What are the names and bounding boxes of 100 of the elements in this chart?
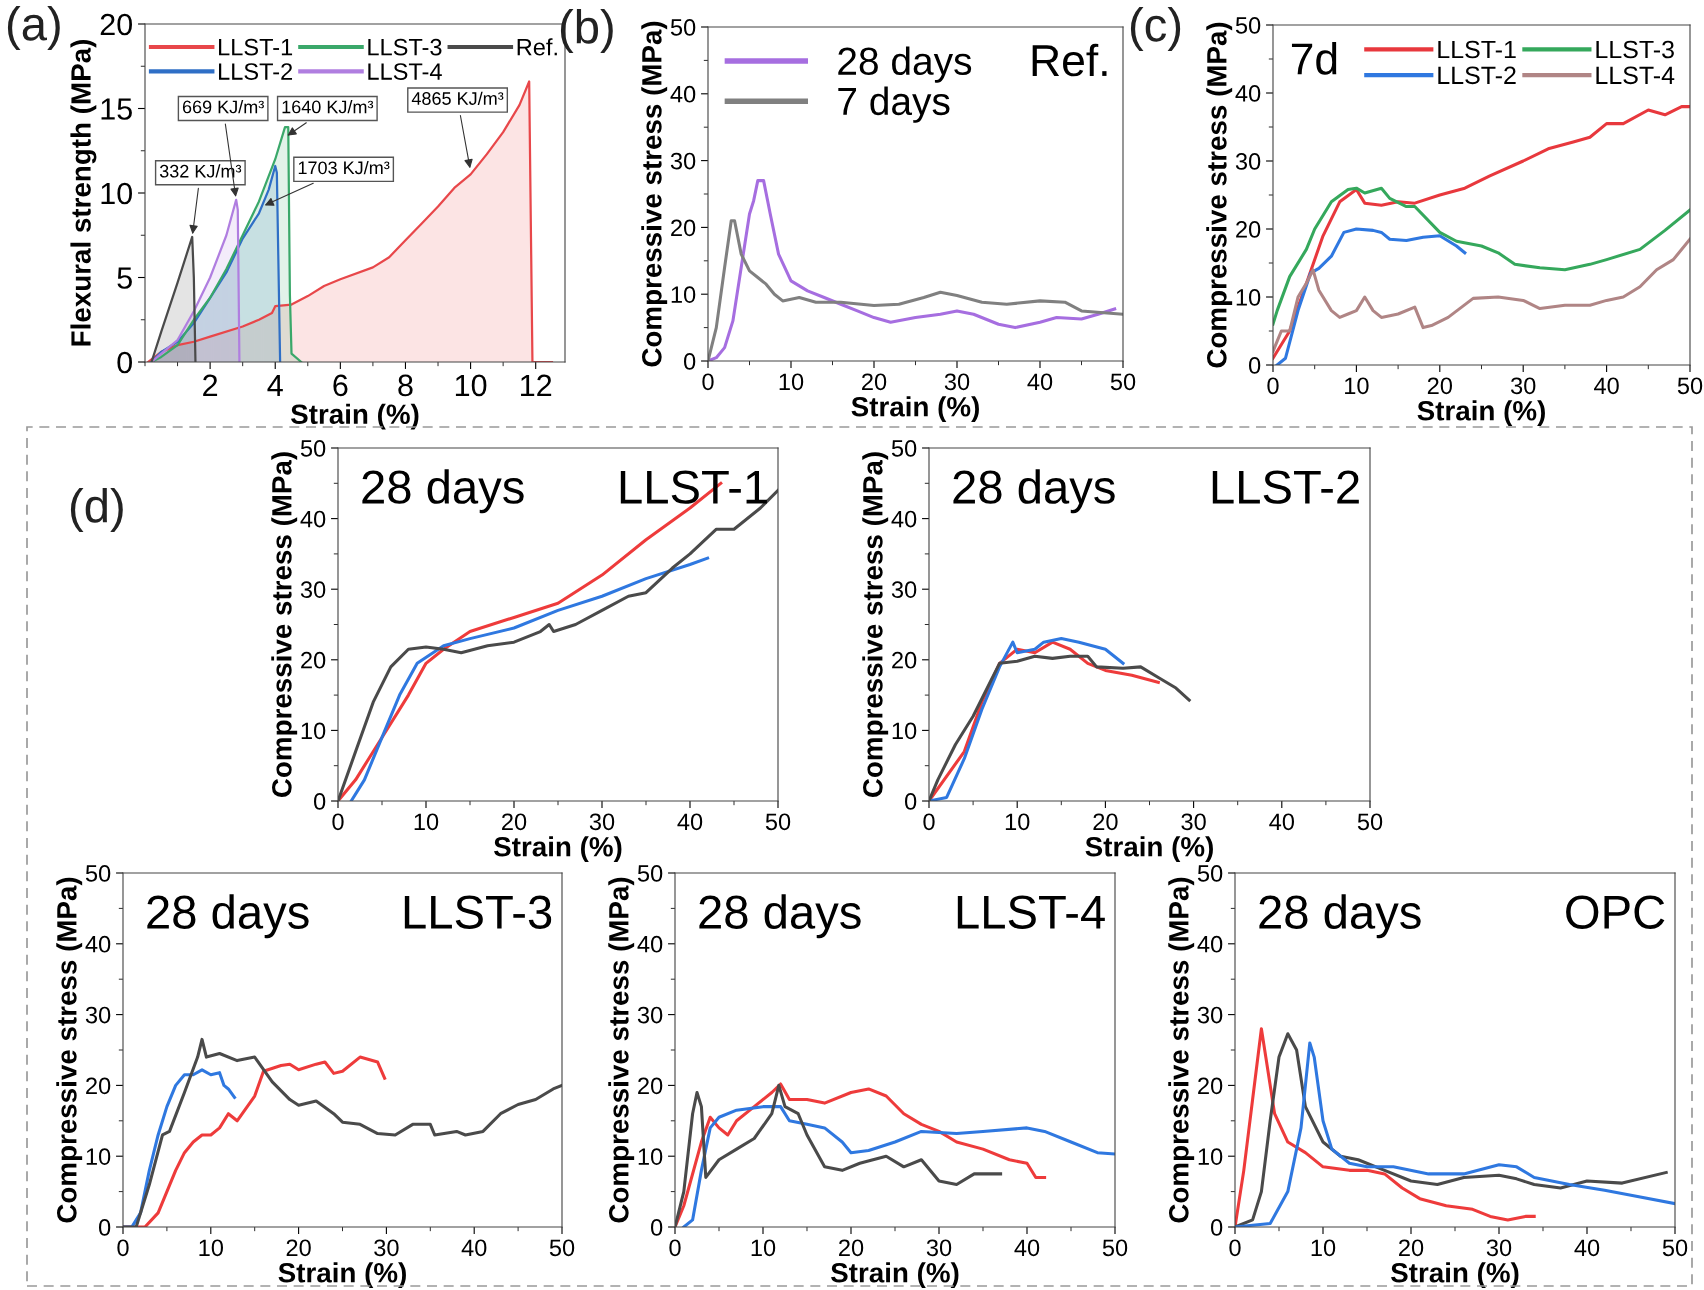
x-tick-label: 6 <box>333 374 348 397</box>
x-tick-label: 20 <box>1399 1239 1424 1257</box>
y-tick-label: 0 <box>313 793 326 810</box>
y-tick-label: 10 <box>101 182 132 205</box>
y-tick-label: 30 <box>1235 153 1261 170</box>
x-tick-label: 40 <box>1269 813 1295 831</box>
line-series <box>682 1105 1115 1227</box>
y-tick-label: 0 <box>1210 1219 1223 1236</box>
x-axis-title: Strain (%) <box>493 836 622 863</box>
y-tick-label: 5 <box>117 267 132 289</box>
legend-label: LLST-4 <box>368 63 442 80</box>
x-tick-label: 30 <box>589 813 615 831</box>
x-tick-label: 40 <box>1574 1239 1600 1257</box>
y-tick-label: 10 <box>86 1148 111 1165</box>
annotation: 28 days <box>953 469 1115 514</box>
y-tick-label: 0 <box>117 351 132 374</box>
line-series <box>1273 186 1690 326</box>
y-tick-label: 40 <box>85 935 111 953</box>
x-tick-label: 0 <box>923 813 935 831</box>
y-tick-label: 50 <box>85 865 111 882</box>
x-tick-label: 30 <box>926 1239 952 1257</box>
annotation: 4865 KJ/m³ <box>411 91 504 105</box>
y-tick-label: 20 <box>892 651 917 669</box>
line-series <box>1235 1027 1536 1227</box>
x-tick-label: 10 <box>199 1239 224 1257</box>
x-tick-label: 20 <box>502 813 527 831</box>
annotation: 28 days <box>1259 894 1421 939</box>
x-tick-label: 30 <box>944 373 970 391</box>
y-tick-label: 20 <box>86 1077 111 1095</box>
y-axis-title: Compressive stress (MPa) <box>56 877 83 1223</box>
x-tick-label: 0 <box>702 373 714 391</box>
x-axis-title: Strain (%) <box>1417 400 1545 427</box>
x-axis-title: Strain (%) <box>1390 1262 1519 1289</box>
x-tick-label: 20 <box>1093 813 1118 831</box>
line-series <box>349 556 710 801</box>
x-tick-label: 20 <box>862 373 887 391</box>
y-tick-label: 10 <box>301 722 326 740</box>
y-axis-title: Compressive stress (MPa) <box>1168 877 1195 1223</box>
y-tick-label: 50 <box>300 440 326 457</box>
y-axis-title: Compressive stress (MPa) <box>862 452 889 798</box>
y-tick-label: 20 <box>638 1077 663 1095</box>
x-tick-label: 20 <box>1427 377 1453 395</box>
x-axis-title: Strain (%) <box>290 403 419 430</box>
x-tick-label: 4 <box>267 374 283 396</box>
x-tick-label: 50 <box>1677 377 1703 395</box>
annotation: 28 days <box>147 894 309 939</box>
y-tick-label: 20 <box>1236 221 1261 238</box>
line-series <box>1275 227 1467 365</box>
x-axis-title: Strain (%) <box>851 396 979 423</box>
y-tick-label: 15 <box>101 98 132 120</box>
line-series <box>929 637 1125 801</box>
line-series <box>1273 237 1690 353</box>
x-axis-title: Strain (%) <box>830 1262 959 1289</box>
y-tick-label: 0 <box>650 1219 663 1236</box>
y-tick-label: 20 <box>1198 1077 1223 1095</box>
annotation: 28 days <box>362 469 524 514</box>
y-tick-label: 30 <box>891 581 917 598</box>
y-tick-label: 30 <box>637 1006 663 1024</box>
legend-label: LLST-1 <box>1438 40 1516 59</box>
y-axis-title: Compressive stress (MPa) <box>1206 22 1233 368</box>
y-tick-label: 10 <box>1198 1148 1223 1165</box>
y-tick-label: 0 <box>98 1219 111 1236</box>
y-tick-label: 50 <box>891 440 917 457</box>
chart-title: (a) <box>7 6 60 50</box>
x-tick-label: 10 <box>455 374 487 397</box>
y-tick-label: 30 <box>300 581 326 598</box>
x-tick-label: 40 <box>461 1239 487 1257</box>
annotation: 1640 KJ/m³ <box>282 100 374 114</box>
x-tick-label: 40 <box>1594 377 1619 395</box>
x-tick-label: 40 <box>1014 1239 1040 1257</box>
y-tick-label: 20 <box>100 13 132 36</box>
y-tick-label: 40 <box>891 510 917 528</box>
x-tick-label: 12 <box>521 374 552 396</box>
x-tick-label: 10 <box>751 1239 776 1257</box>
text: (d) <box>70 488 123 532</box>
y-tick-label: 10 <box>671 286 696 303</box>
y-tick-label: 50 <box>1235 17 1261 34</box>
annotation: LLST-4 <box>957 895 1105 929</box>
y-tick-label: 20 <box>301 651 326 669</box>
y-tick-label: 40 <box>300 510 326 528</box>
legend-label: LLST-4 <box>1596 66 1675 85</box>
y-tick-label: 40 <box>670 85 696 103</box>
y-tick-label: 0 <box>1248 357 1261 374</box>
x-tick-label: 10 <box>1005 813 1030 831</box>
legend-label: 28 days <box>838 46 972 83</box>
y-axis-title: Compressive stress (MPa) <box>641 21 668 367</box>
y-tick-label: 10 <box>892 722 917 740</box>
annotation: 669 KJ/m³ <box>182 100 264 114</box>
y-tick-label: 20 <box>671 219 696 237</box>
x-tick-label: 50 <box>1357 813 1383 831</box>
x-tick-label: 2 <box>203 374 218 396</box>
y-tick-label: 30 <box>85 1006 111 1024</box>
x-tick-label: 50 <box>549 1239 575 1257</box>
y-tick-label: 10 <box>1236 289 1261 306</box>
chart-title: (b) <box>560 9 613 53</box>
y-tick-label: 50 <box>670 19 696 36</box>
line-series <box>708 179 1117 361</box>
annotation: OPC <box>1566 895 1665 929</box>
legend-label: LLST-3 <box>1596 40 1674 59</box>
legend-label: Ref. <box>517 38 557 56</box>
